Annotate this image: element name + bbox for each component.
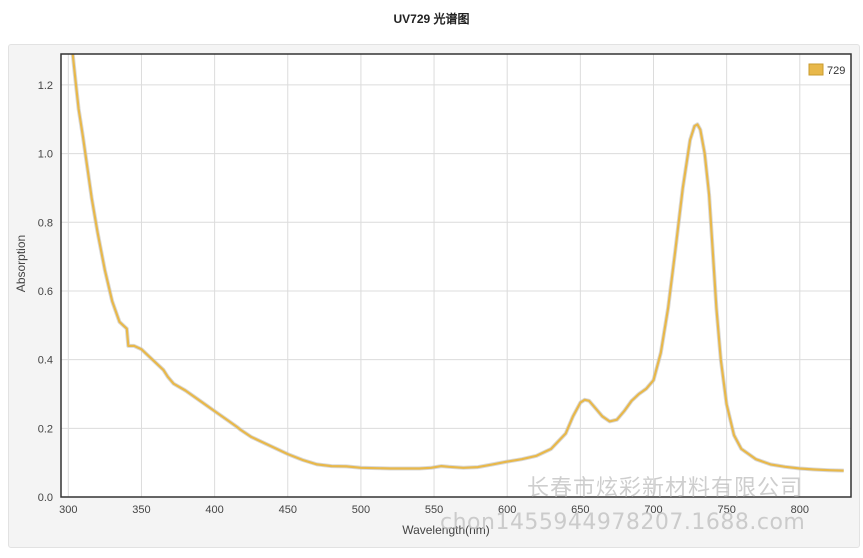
x-tick-label: 350 [132,504,150,516]
x-tick-label: 650 [571,504,589,516]
x-tick-label: 500 [352,504,370,516]
y-tick-label: 1.2 [38,80,53,92]
y-tick-label: 1.0 [38,149,53,161]
x-axis-title: Wavelength(nm) [402,523,490,537]
y-axis-title: Absorption [14,235,28,292]
watermark-site: chon1455944978207.1688.com [440,510,806,535]
x-tick-label: 450 [279,504,297,516]
y-tick-label: 0.4 [38,355,53,367]
y-tick-label: 0.0 [38,492,53,504]
series-line-0 [71,53,844,472]
x-tick-label: 400 [205,504,223,516]
y-tick-label: 0.8 [38,217,53,229]
plot-frame [60,53,852,498]
y-tick-label: 0.2 [38,423,53,435]
legend-swatch[interactable] [808,63,824,76]
x-tick-label: 300 [59,504,77,516]
x-tick-label: 800 [791,504,809,516]
plot-area: 300 350 400 450 500 550 600 650 700 750 800 0.0 0.2 0… [14,53,852,537]
chart-panel: 300 350 400 450 500 550 600 650 700 750 800 0.0 0.2 0… [8,44,860,548]
y-tick-label: 0.6 [38,286,53,298]
watermark-company: 长春市炫彩新材料有限公司 [527,476,804,501]
legend-label[interactable]: 729 [827,65,845,77]
x-tick-label: 700 [644,504,662,516]
x-tick-label: 600 [498,504,516,516]
x-tick-label: 750 [717,504,735,516]
chart-title: UV729 光谱图 [393,12,470,26]
plot-background [61,54,851,497]
x-tick-label: 550 [425,504,443,516]
